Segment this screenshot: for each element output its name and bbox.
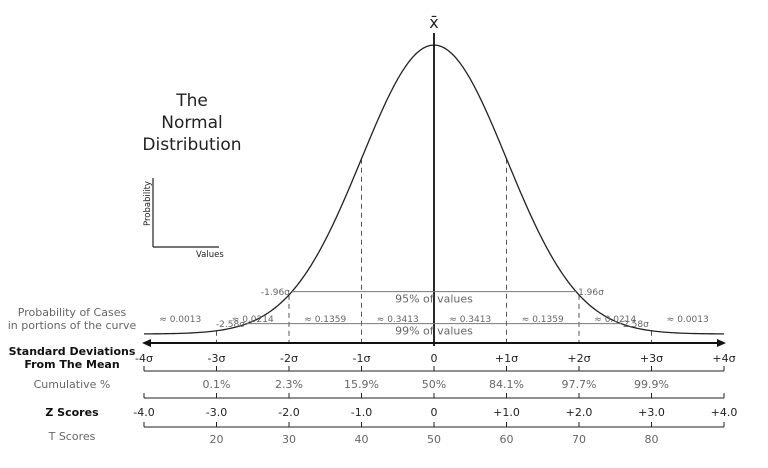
case-probability-value: ≈ 0.0214 [232,315,274,325]
case-probability-value: ≈ 0.0013 [667,315,709,325]
scale-rows: ≈ 0.0013 ≈ 0.0214 ≈ 0.1359 ≈ 0.3413 ≈ 0.3413… [133,315,737,446]
z-score-value: +1.0 [493,406,520,419]
case-probability-value: ≈ 0.0013 [159,315,201,325]
cumulative-value: 15.9% [344,378,379,391]
std-dev-tick-label: 0 [431,352,438,365]
z-score-value: -1.0 [351,406,372,419]
z-score-value: +4.0 [711,406,738,419]
std-dev-tick-label: +3σ [640,352,663,365]
cumulative-value: 0.1% [203,378,231,391]
interval-lower-label: -1.96σ [261,288,290,298]
case-probability-value: ≈ 0.3413 [377,315,419,325]
cumulative-label: Cumulative % [34,378,111,391]
z-scores-label: Z Scores [45,406,99,419]
t-scores-label: T Scores [48,430,96,443]
inset-axes: Probability Values [143,178,224,260]
cumulative-value: 2.3% [275,378,303,391]
z-score-value: +2.0 [566,406,593,419]
confidence-intervals: -1.96σ 1.96σ 95% of values -2.58σ 2.58σ 99% o… [216,288,649,337]
title-line-1: The [175,91,208,111]
std-dev-tick-label: -4σ [135,352,153,365]
t-score-value: 50 [427,433,441,446]
std-dev-tick-label: -3σ [208,352,226,365]
cumulative-value: 50% [422,378,446,391]
title-line-2: Normal [161,113,223,133]
cumulative-value: 84.1% [489,378,524,391]
t-score-value: 70 [572,433,586,446]
z-score-value: 0 [431,406,438,419]
t-score-value: 20 [210,433,224,446]
case-probability-label-1: Probability of Cases [18,306,127,319]
std-dev-tick-label: +2σ [567,352,590,365]
interval-upper-label: 2.58σ [623,320,649,330]
std-dev-tick-label: +4σ [712,352,735,365]
title-line-3: Distribution [142,135,241,155]
interval-text: 99% of values [395,325,473,338]
t-score-value: 80 [645,433,659,446]
case-probability-value: ≈ 0.1359 [522,315,564,325]
cumulative-value: 99.9% [634,378,669,391]
std-dev-label-1: Standard Deviations [9,345,136,358]
std-dev-label-2: From The Mean [24,358,119,371]
t-score-value: 30 [282,433,296,446]
z-score-value: +3.0 [638,406,665,419]
interval-upper-label: 1.96σ [578,288,604,298]
t-score-value: 60 [500,433,514,446]
z-score-value: -4.0 [133,406,154,419]
z-score-value: -2.0 [278,406,299,419]
inset-x-label: Values [196,250,224,260]
t-score-value: 40 [355,433,369,446]
case-probability-value: ≈ 0.0214 [594,315,636,325]
mean-symbol: x̄ [429,13,438,32]
interval-text: 95% of values [395,293,473,306]
case-probability-value: ≈ 0.1359 [304,315,346,325]
case-probability-label-2: in portions of the curve [8,319,137,332]
z-score-value: -3.0 [206,406,227,419]
std-dev-tick-label: -2σ [280,352,298,365]
interval-lower-label: -2.58σ [216,320,245,330]
axis-arrow-right-icon [717,339,726,347]
axis-arrow-left-icon [142,339,151,347]
cumulative-value: 97.7% [562,378,597,391]
inset-y-label: Probability [143,181,153,226]
case-probability-value: ≈ 0.3413 [449,315,491,325]
std-dev-tick-label: +1σ [495,352,518,365]
sigma-dashed-lines [216,158,652,343]
std-dev-tick-label: -1σ [353,352,371,365]
